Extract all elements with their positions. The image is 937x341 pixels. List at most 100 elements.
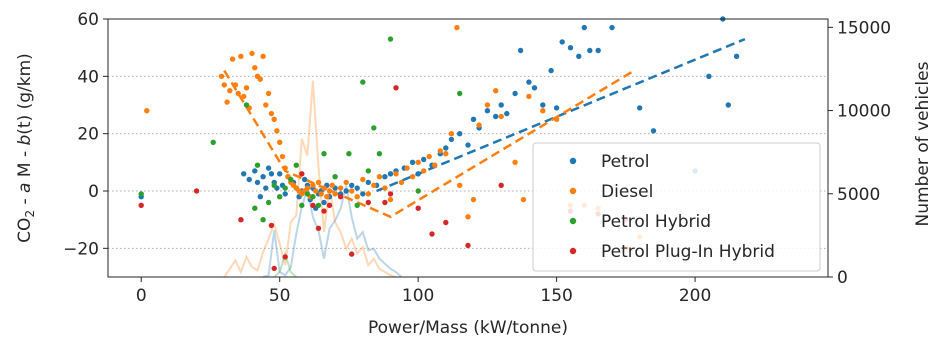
point-petrol-hybrid xyxy=(371,125,377,131)
point-petrol xyxy=(465,142,471,148)
x-axis-title: Power/Mass (kW/tonne) xyxy=(368,318,568,338)
legend-label-petrol-plug-in-hybrid: Petrol Plug-In Hybrid xyxy=(601,242,775,262)
point-petrol xyxy=(252,168,258,174)
point-diesel xyxy=(268,110,275,117)
point-petrol-plug-in-hybrid xyxy=(429,231,435,237)
point-petrol-hybrid xyxy=(387,36,394,42)
point-diesel xyxy=(415,159,421,165)
point-petrol xyxy=(421,156,427,163)
point-diesel xyxy=(252,65,258,71)
plot-frame xyxy=(107,18,829,278)
point-petrol-hybrid xyxy=(321,151,327,157)
point-diesel xyxy=(360,176,366,183)
point-petrol-plug-in-hybrid xyxy=(387,191,394,197)
point-petrol xyxy=(343,188,349,194)
point-petrol-plug-in-hybrid xyxy=(393,85,399,91)
point-petrol-hybrid xyxy=(332,174,338,180)
point-petrol-hybrid xyxy=(271,182,277,188)
point-petrol-hybrid xyxy=(304,191,311,197)
point-petrol xyxy=(493,113,499,120)
point-petrol-hybrid xyxy=(360,79,366,85)
point-petrol-hybrid xyxy=(282,185,288,191)
point-petrol xyxy=(387,171,394,177)
point-petrol xyxy=(553,105,560,111)
point-petrol-hybrid xyxy=(457,90,463,97)
point-diesel xyxy=(265,90,272,97)
point-petrol xyxy=(282,191,288,197)
point-petrol-plug-in-hybrid xyxy=(268,222,275,229)
point-petrol-plug-in-hybrid xyxy=(310,202,316,208)
point-diesel xyxy=(457,182,463,188)
legend-marker-diesel xyxy=(569,187,577,195)
y-left-title-co: CO xyxy=(15,218,35,243)
point-petrol-plug-in-hybrid xyxy=(349,251,355,257)
y-left-tick-label: 20 xyxy=(77,125,99,145)
point-diesel xyxy=(553,116,560,123)
point-petrol-hybrid xyxy=(415,188,421,194)
point-petrol xyxy=(548,67,554,74)
point-diesel xyxy=(409,174,416,180)
point-petrol xyxy=(241,171,247,177)
point-diesel xyxy=(315,179,322,186)
point-diesel xyxy=(484,102,491,108)
point-diesel xyxy=(304,185,311,191)
point-diesel xyxy=(432,162,438,168)
point-diesel xyxy=(249,50,255,57)
x-tick-label: 150 xyxy=(540,286,572,306)
trend-lines xyxy=(223,37,746,219)
trend-line-diesel xyxy=(223,69,635,219)
point-diesel xyxy=(540,108,546,114)
point-petrol-hybrid xyxy=(299,202,305,208)
histogram-diesel xyxy=(223,80,397,278)
point-petrol-hybrid xyxy=(376,151,383,157)
point-petrol xyxy=(470,116,477,123)
y-right-axis-title: Number of vehicles xyxy=(913,61,933,226)
y-left-title-a: a xyxy=(15,183,35,193)
point-petrol xyxy=(576,53,582,59)
legend-box xyxy=(532,142,821,272)
point-petrol-plug-in-hybrid xyxy=(299,171,305,177)
point-petrol-plug-in-hybrid xyxy=(315,225,322,231)
point-petrol-hybrid xyxy=(260,217,266,223)
point-petrol-plug-in-hybrid xyxy=(326,202,333,208)
point-diesel xyxy=(470,196,477,203)
point-petrol xyxy=(265,165,272,171)
y-left-title-subscript: 2 xyxy=(23,210,37,218)
point-petrol xyxy=(349,182,355,188)
x-tick-label: 100 xyxy=(402,286,434,306)
point-petrol-hybrid xyxy=(288,176,294,183)
point-petrol xyxy=(354,185,360,191)
y-right-axis-ticks: 0 5000 10000 15000 xyxy=(828,18,891,288)
point-diesel xyxy=(318,191,324,197)
point-petrol xyxy=(415,171,421,177)
point-diesel xyxy=(404,165,410,171)
y-left-axis-title: CO2 - a M - b(t) (g/km) xyxy=(15,53,37,243)
histogram-layer xyxy=(223,80,403,278)
point-petrol-hybrid xyxy=(138,191,144,197)
point-petrol xyxy=(517,47,524,54)
point-diesel xyxy=(332,191,338,197)
legend-label-diesel: Diesel xyxy=(601,182,653,202)
point-petrol xyxy=(504,110,510,117)
legend-label-petrol: Petrol xyxy=(601,152,650,172)
scatter-points xyxy=(138,16,740,272)
point-petrol xyxy=(443,145,449,151)
point-petrol xyxy=(263,185,269,191)
point-diesel xyxy=(421,168,427,174)
point-petrol xyxy=(637,105,643,111)
point-petrol xyxy=(360,191,366,197)
legend-marker-petrol xyxy=(569,157,577,165)
y-right-tick-label: 15000 xyxy=(837,18,891,38)
point-diesel xyxy=(260,53,266,59)
point-diesel xyxy=(376,174,383,180)
point-diesel xyxy=(224,99,230,105)
point-diesel xyxy=(282,165,288,171)
y-left-tick-label: 0 xyxy=(88,182,99,202)
point-petrol-plug-in-hybrid xyxy=(465,242,471,249)
point-diesel xyxy=(393,171,399,177)
point-petrol xyxy=(733,53,740,59)
point-petrol-plug-in-hybrid xyxy=(138,202,144,208)
point-petrol xyxy=(260,174,266,180)
legend-marker-petrol-plug-in-hybrid xyxy=(569,247,577,255)
